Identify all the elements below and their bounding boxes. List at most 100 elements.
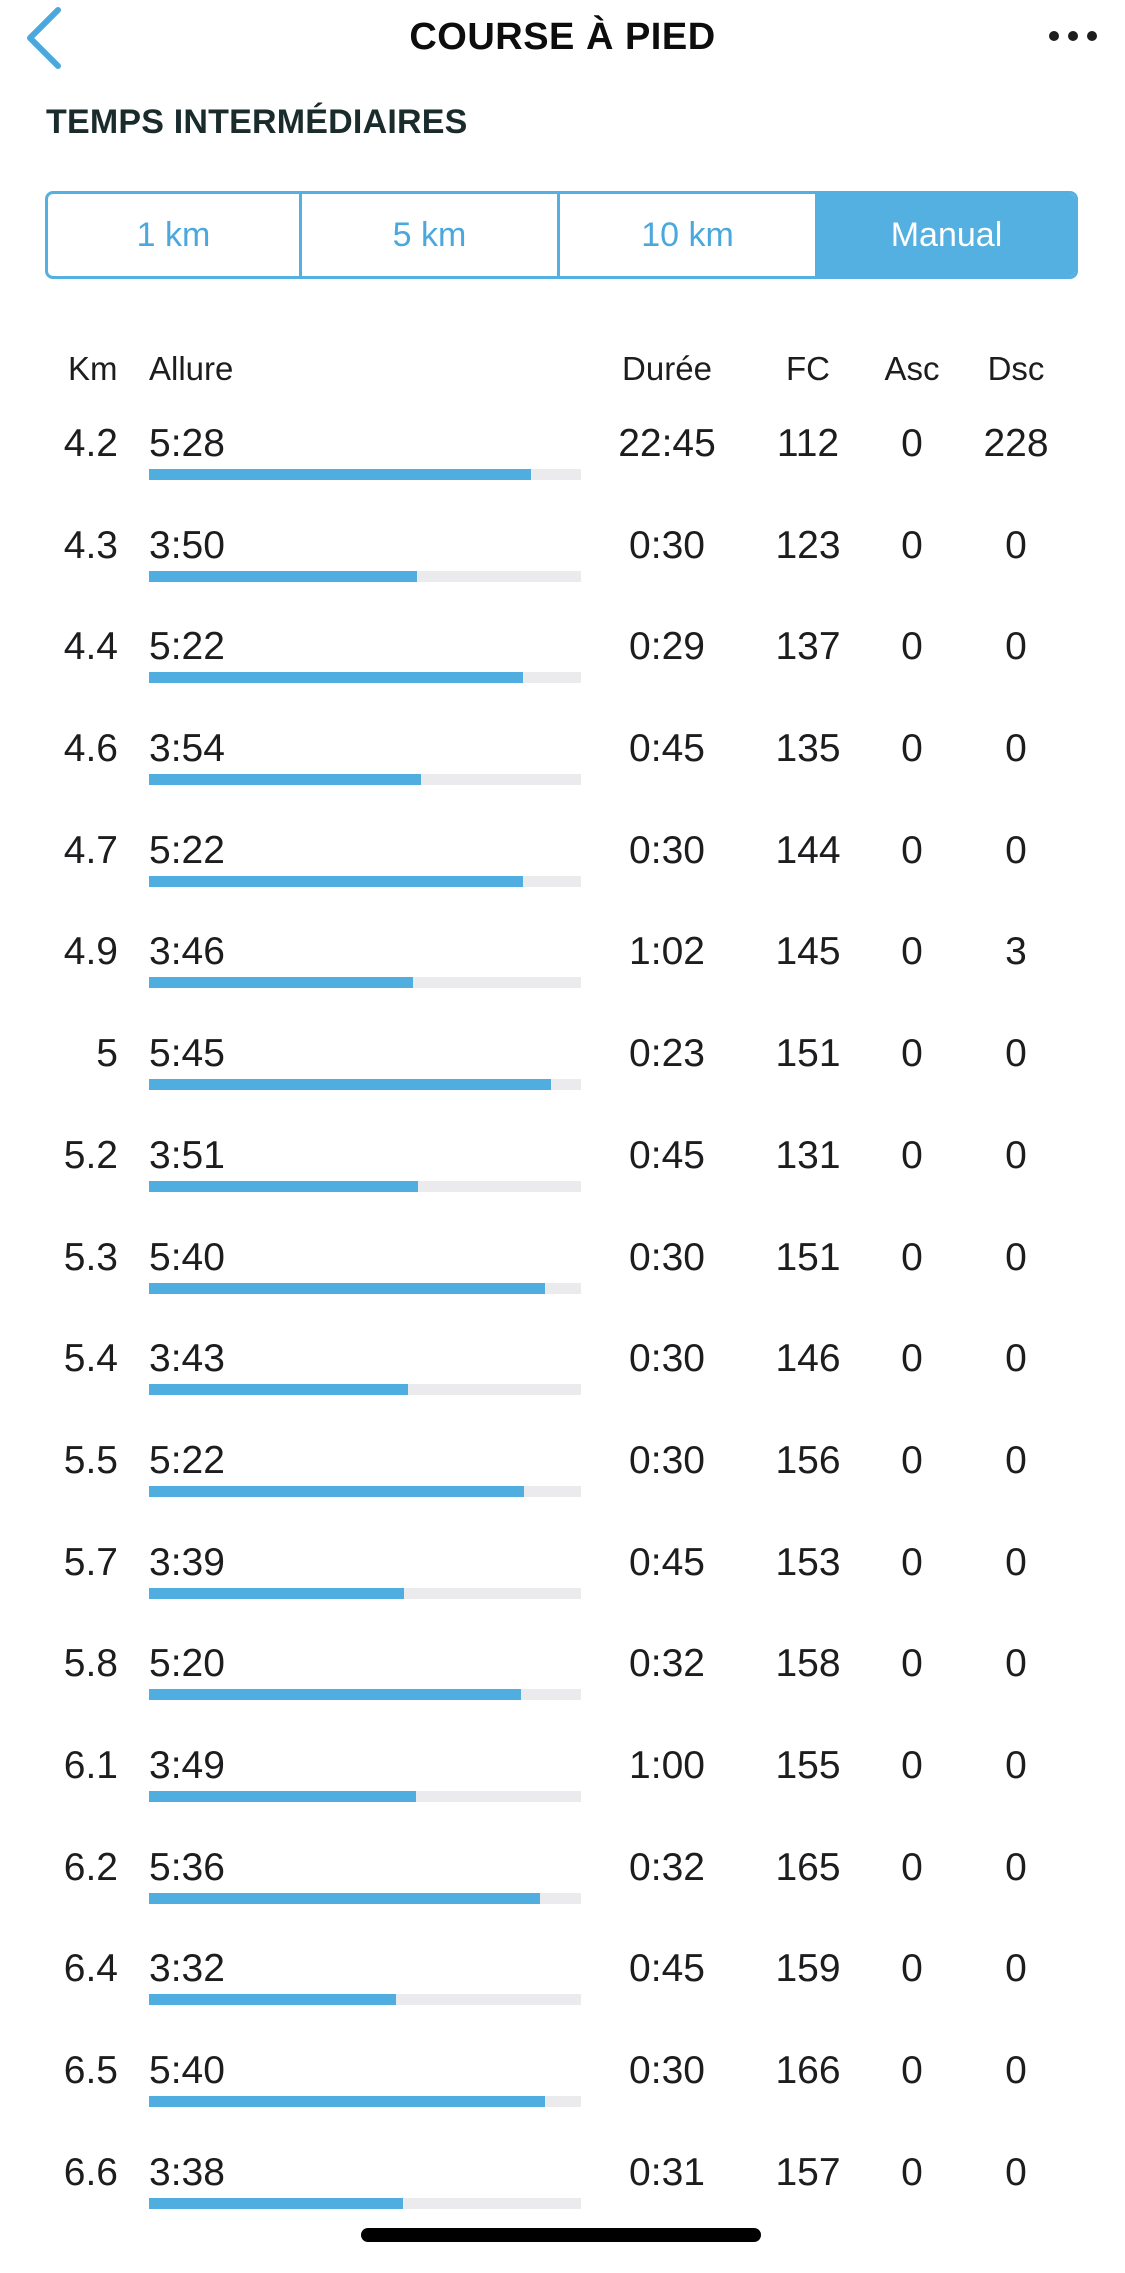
split-heart-rate: 112 (776, 422, 840, 465)
split-descent: 0 (1005, 1845, 1027, 1889)
split-duration: 0:30 (629, 2049, 705, 2092)
table-row: 4.3 3:50 0:30 123 0 0 (0, 510, 1125, 612)
home-indicator (361, 2228, 761, 2242)
split-pace: 3:49 (149, 1743, 225, 1787)
pace-bar-fill (149, 1485, 524, 1497)
split-heart-rate: 151 (775, 1032, 841, 1076)
navigation-bar: COURSE À PIED (0, 0, 1125, 80)
split-heart-rate: 146 (775, 1337, 841, 1381)
split-km: 4.6 (63, 727, 118, 771)
split-km: 4.2 (63, 422, 118, 465)
split-ascent: 0 (901, 1540, 923, 1584)
pace-bar-fill (149, 672, 523, 684)
pace-bar-fill (149, 1180, 419, 1192)
split-ascent: 0 (901, 1438, 923, 1482)
pace-bar-track (149, 1994, 581, 2006)
pace-bar-fill (149, 1892, 541, 1904)
split-descent: 0 (1005, 523, 1027, 567)
pace-bar-track (149, 977, 581, 989)
split-ascent: 0 (901, 1133, 923, 1177)
pace-bar-fill (149, 1282, 546, 1294)
split-heart-rate: 145 (775, 930, 841, 974)
split-heart-rate: 135 (775, 727, 841, 771)
split-descent: 0 (1005, 1540, 1027, 1584)
more-options-button[interactable] (1043, 14, 1103, 58)
split-km: 5.8 (63, 1642, 118, 1686)
split-ascent: 0 (901, 1032, 923, 1076)
split-km: 5.7 (63, 1540, 118, 1584)
split-descent: 0 (1005, 1133, 1027, 1177)
split-pace: 3:50 (149, 523, 225, 567)
table-row: 5.7 3:39 0:45 153 0 0 (0, 1527, 1125, 1629)
split-duration: 1:02 (629, 930, 705, 974)
table-row: 6.5 5:40 0:30 166 0 0 (0, 2035, 1125, 2137)
chevron-left-icon (27, 7, 61, 69)
split-pace: 5:36 (149, 1845, 225, 1889)
segment-manual[interactable]: Manual (818, 194, 1075, 276)
segment-1km[interactable]: 1 km (48, 194, 302, 276)
split-pace: 3:38 (149, 2150, 225, 2194)
pace-bar-fill (149, 1384, 409, 1396)
table-row: 6.4 3:32 0:45 159 0 0 (0, 1933, 1125, 2035)
split-duration: 0:32 (629, 1642, 705, 1686)
split-interval-segmented-control: 1 km 5 km 10 km Manual (45, 191, 1078, 279)
split-duration: 0:30 (629, 1438, 705, 1482)
split-descent: 0 (1005, 1642, 1027, 1686)
pace-bar-track (149, 1689, 581, 1701)
split-km: 6.5 (63, 2049, 118, 2092)
header-pace: Allure (149, 350, 234, 387)
table-row: 4.6 3:54 0:45 135 0 0 (0, 713, 1125, 815)
table-row: 5.3 5:40 0:30 151 0 0 (0, 1222, 1125, 1324)
header-duration: Durée (622, 350, 712, 387)
split-heart-rate: 137 (775, 625, 841, 669)
segment-5km[interactable]: 5 km (302, 194, 560, 276)
split-ascent: 0 (901, 1743, 923, 1787)
split-km: 5.5 (63, 1438, 118, 1482)
page-title: COURSE À PIED (409, 16, 716, 58)
pace-bar-track (149, 570, 581, 582)
table-row: 5 5:45 0:23 151 0 0 (0, 1018, 1125, 1120)
header-km: Km (68, 350, 118, 387)
back-button[interactable] (22, 2, 72, 74)
split-heart-rate: 166 (775, 2049, 841, 2092)
split-ascent: 0 (901, 727, 923, 771)
split-heart-rate: 131 (775, 1133, 841, 1177)
split-duration: 0:30 (629, 1337, 705, 1381)
split-duration: 0:45 (629, 1947, 705, 1991)
split-heart-rate: 159 (775, 1947, 841, 1991)
split-pace: 5:40 (149, 2049, 225, 2092)
split-heart-rate: 123 (775, 523, 841, 567)
split-pace: 5:22 (149, 1438, 225, 1482)
split-pace: 5:28 (149, 422, 225, 465)
split-duration: 0:45 (629, 727, 705, 771)
pace-bar-track (149, 875, 581, 887)
header-heart-rate: FC (786, 350, 830, 387)
split-descent: 0 (1005, 1743, 1027, 1787)
split-km: 6.4 (63, 1947, 118, 1991)
split-ascent: 0 (901, 1845, 923, 1889)
pace-bar-fill (149, 469, 532, 480)
pace-bar-fill (149, 1587, 404, 1599)
split-heart-rate: 157 (775, 2150, 841, 2194)
segment-10km[interactable]: 10 km (560, 194, 818, 276)
split-ascent: 0 (901, 1947, 923, 1991)
table-row: 6.2 5:36 0:32 165 0 0 (0, 1832, 1125, 1934)
split-ascent: 0 (901, 828, 923, 872)
split-km: 4.7 (63, 828, 118, 872)
pace-bar-fill (149, 1079, 551, 1091)
splits-table: 4.2 5:28 22:45 112 0 228 4.3 3:50 0:30 123 0 0 4.4 5:… (0, 408, 1125, 2238)
split-duration: 0:45 (629, 1540, 705, 1584)
split-ascent: 0 (901, 1337, 923, 1381)
table-row: 6.6 3:38 0:31 157 0 0 (0, 2137, 1125, 2239)
split-km: 5.3 (63, 1235, 118, 1279)
split-duration: 0:23 (629, 1032, 705, 1076)
pace-bar-track (149, 672, 581, 684)
table-row: 5.8 5:20 0:32 158 0 0 (0, 1628, 1125, 1730)
split-ascent: 0 (901, 422, 923, 465)
split-pace: 3:54 (149, 727, 225, 771)
split-descent: 0 (1005, 1438, 1027, 1482)
split-pace: 5:22 (149, 828, 225, 872)
split-heart-rate: 144 (775, 828, 841, 872)
header-ascent: Asc (884, 350, 940, 387)
split-km: 6.1 (63, 1743, 118, 1787)
